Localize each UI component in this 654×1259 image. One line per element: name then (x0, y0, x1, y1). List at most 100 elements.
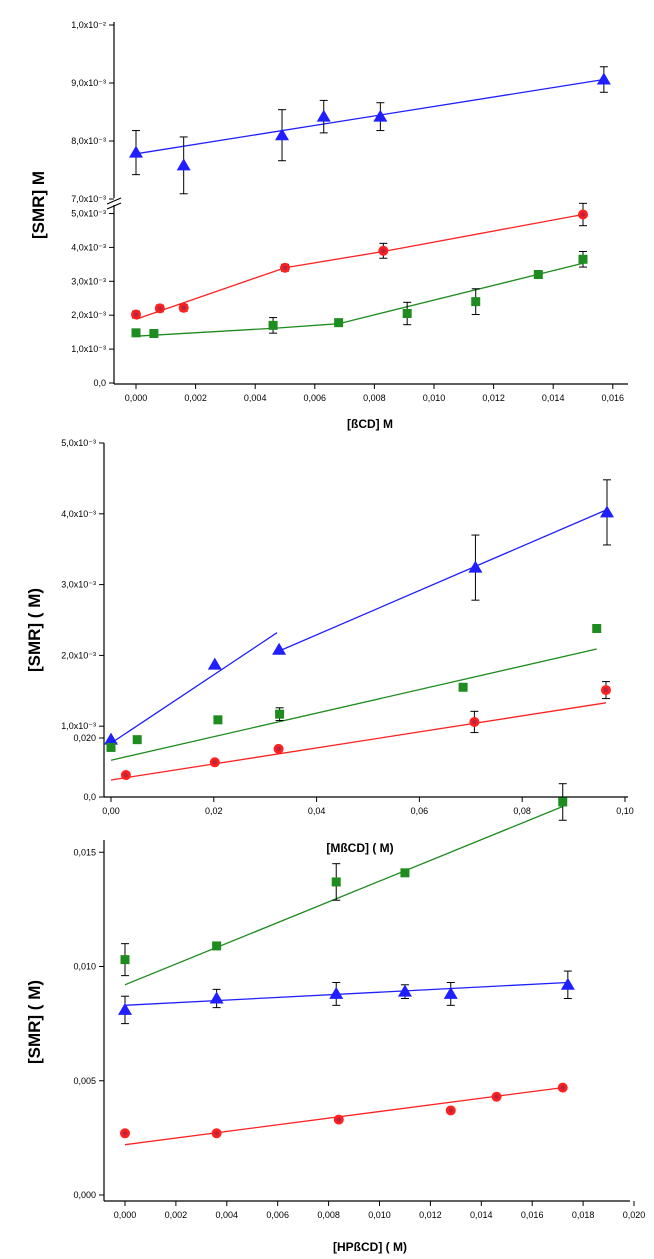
chart1-red-point-center (157, 306, 163, 311)
chart2-blue-point (600, 505, 615, 518)
chart1-green-point (149, 329, 159, 339)
x-tick-label: 0,012 (419, 1210, 442, 1220)
x-tick-label: 0,10 (616, 806, 634, 816)
chart1-points (129, 66, 611, 339)
chart2-green-point (275, 709, 285, 719)
chart1-x-axis-title: [ßCD] M (347, 417, 393, 431)
chart1-green-point (533, 270, 543, 280)
y-tick-label: 0,0 (83, 792, 96, 802)
chart-methyl-beta-cd: 0,00 0,02 0,04 0,06 0,08 0,10 0,0 1,0x10⁻³ 2,0x1… (25, 438, 634, 855)
x-tick-label: 0,006 (266, 1210, 289, 1220)
chart3-green-point (558, 797, 568, 807)
x-tick-label: 0,02 (205, 806, 223, 816)
chart3-blue-point (560, 977, 575, 990)
x-tick-label: 0,06 (411, 806, 429, 816)
y-tick-label: 0,0 (93, 378, 106, 388)
x-tick-label: 0,002 (165, 1210, 188, 1220)
y-tick-label: 9,0x10⁻³ (71, 78, 106, 88)
chart3-red-point-center (448, 1108, 453, 1113)
x-tick-label: 0,004 (216, 1210, 239, 1220)
x-tick-label: 0,002 (184, 393, 207, 403)
y-tick-label: 0,005 (73, 1076, 96, 1086)
chart1-red-point-center (381, 248, 386, 253)
x-tick-label: 0,010 (423, 393, 446, 403)
chart3-points (118, 783, 575, 1139)
chart3-x-axis-title: [HPßCD] ( M) (333, 1240, 407, 1254)
chart2-blue-point (207, 657, 222, 670)
chart-beta-cd: 0,000 0,002 0,004 0,006 0,008 0,010 0,012 0,014… (29, 20, 628, 431)
y-tick-label: 4,0x10⁻³ (71, 242, 106, 252)
x-tick-label: 0,018 (572, 1210, 595, 1220)
x-tick-label: 0,008 (363, 393, 386, 403)
chart1-green-fit-line (135, 262, 584, 337)
chart3-red-point-center (214, 1131, 219, 1136)
chart1-red-point-center (181, 305, 186, 310)
chart1-axes (106, 22, 628, 385)
chart2-y-axis-title: [SMR] ( M) (25, 588, 44, 672)
x-tick-label: 0,020 (623, 1210, 646, 1220)
chart3-red-point-center (336, 1117, 341, 1122)
chart1-green-point (471, 297, 481, 307)
chart1-green-point (334, 318, 344, 328)
x-tick-label: 0,000 (125, 393, 148, 403)
chart2-red-point-center (123, 772, 129, 778)
y-tick-label: 0,015 (73, 847, 96, 857)
y-tick-label: 5,0x10⁻³ (71, 209, 106, 219)
y-tick-label: 0,000 (73, 1190, 96, 1200)
x-tick-label: 0,04 (308, 806, 326, 816)
y-tick-label: 3,0x10⁻³ (71, 276, 106, 286)
chart2-red-fit-line (110, 702, 607, 781)
y-tick-label: 2,0x10⁻³ (61, 650, 96, 660)
chart3-red-point-center (560, 1085, 565, 1090)
chart1-blue-point (373, 109, 388, 122)
axis-break-mark (106, 202, 122, 210)
chart2-red-point-center (472, 719, 477, 725)
chart2-blue-point (468, 560, 483, 573)
y-tick-label: 5,0x10⁻³ (61, 438, 96, 448)
chart3-green-point (331, 877, 341, 887)
chart1-green-point (131, 328, 141, 338)
y-tick-label: 7,0x10⁻³ (71, 194, 106, 204)
chart3-red-point-center (494, 1094, 499, 1099)
chart1-blue-point (596, 72, 611, 85)
chart2-green-point (592, 623, 602, 633)
chart2-blue-fit2-line (280, 509, 608, 651)
y-tick-label: 1,0x10⁻³ (71, 344, 106, 354)
chart1-blue-point (316, 109, 331, 122)
chart2-red-point-center (276, 746, 281, 752)
y-tick-label: 8,0x10⁻³ (71, 136, 106, 146)
chart2-fit-lines (110, 509, 608, 781)
chart1-green-point (578, 254, 588, 264)
chart2-points (104, 479, 615, 781)
chart3-blue-fit-line (124, 981, 568, 1006)
chart1-red-point-center (133, 312, 139, 317)
chart-hp-beta-cd: 0,000 0,002 0,004 0,006 0,008 0,010 0,012 0,014… (25, 733, 645, 1254)
chart3-green-fit-line (124, 805, 563, 986)
x-tick-label: 0,012 (482, 393, 505, 403)
chart1-y-axis-title: [SMR] M (29, 171, 48, 239)
chart3-red-fit-line (124, 1086, 563, 1146)
y-tick-label: 2,0x10⁻³ (71, 310, 106, 320)
chart1-blue-fit-line (135, 78, 605, 155)
x-tick-label: 0,08 (513, 806, 531, 816)
chart2-ticks: 0,00 0,02 0,04 0,06 0,08 0,10 0,0 1,0x10⁻³ 2,0x1… (61, 438, 634, 816)
chart1-red-point-center (580, 212, 586, 217)
chart2-red-point-center (212, 760, 218, 765)
y-tick-label: 0,020 (73, 733, 96, 743)
axis-break-mark (106, 197, 122, 205)
chart3-axes (103, 840, 630, 1202)
chart2-blue-fit-line (110, 632, 278, 744)
chart3-blue-point (443, 986, 458, 999)
chart2-blue-point (272, 642, 287, 655)
chart2-blue-point (104, 732, 118, 745)
chart3-green-point (400, 868, 410, 878)
chart1-green-point (402, 309, 412, 319)
y-tick-label: 3,0x10⁻³ (61, 580, 96, 590)
chart2-green-point (458, 682, 468, 692)
y-tick-label: 4,0x10⁻³ (61, 509, 96, 519)
x-tick-label: 0,004 (244, 393, 267, 403)
chart3-y-axis-title: [SMR] ( M) (25, 980, 44, 1064)
y-tick-label: 1,0x10⁻³ (61, 721, 96, 731)
x-tick-label: 0,014 (542, 393, 565, 403)
chart2-green-point (213, 715, 223, 725)
